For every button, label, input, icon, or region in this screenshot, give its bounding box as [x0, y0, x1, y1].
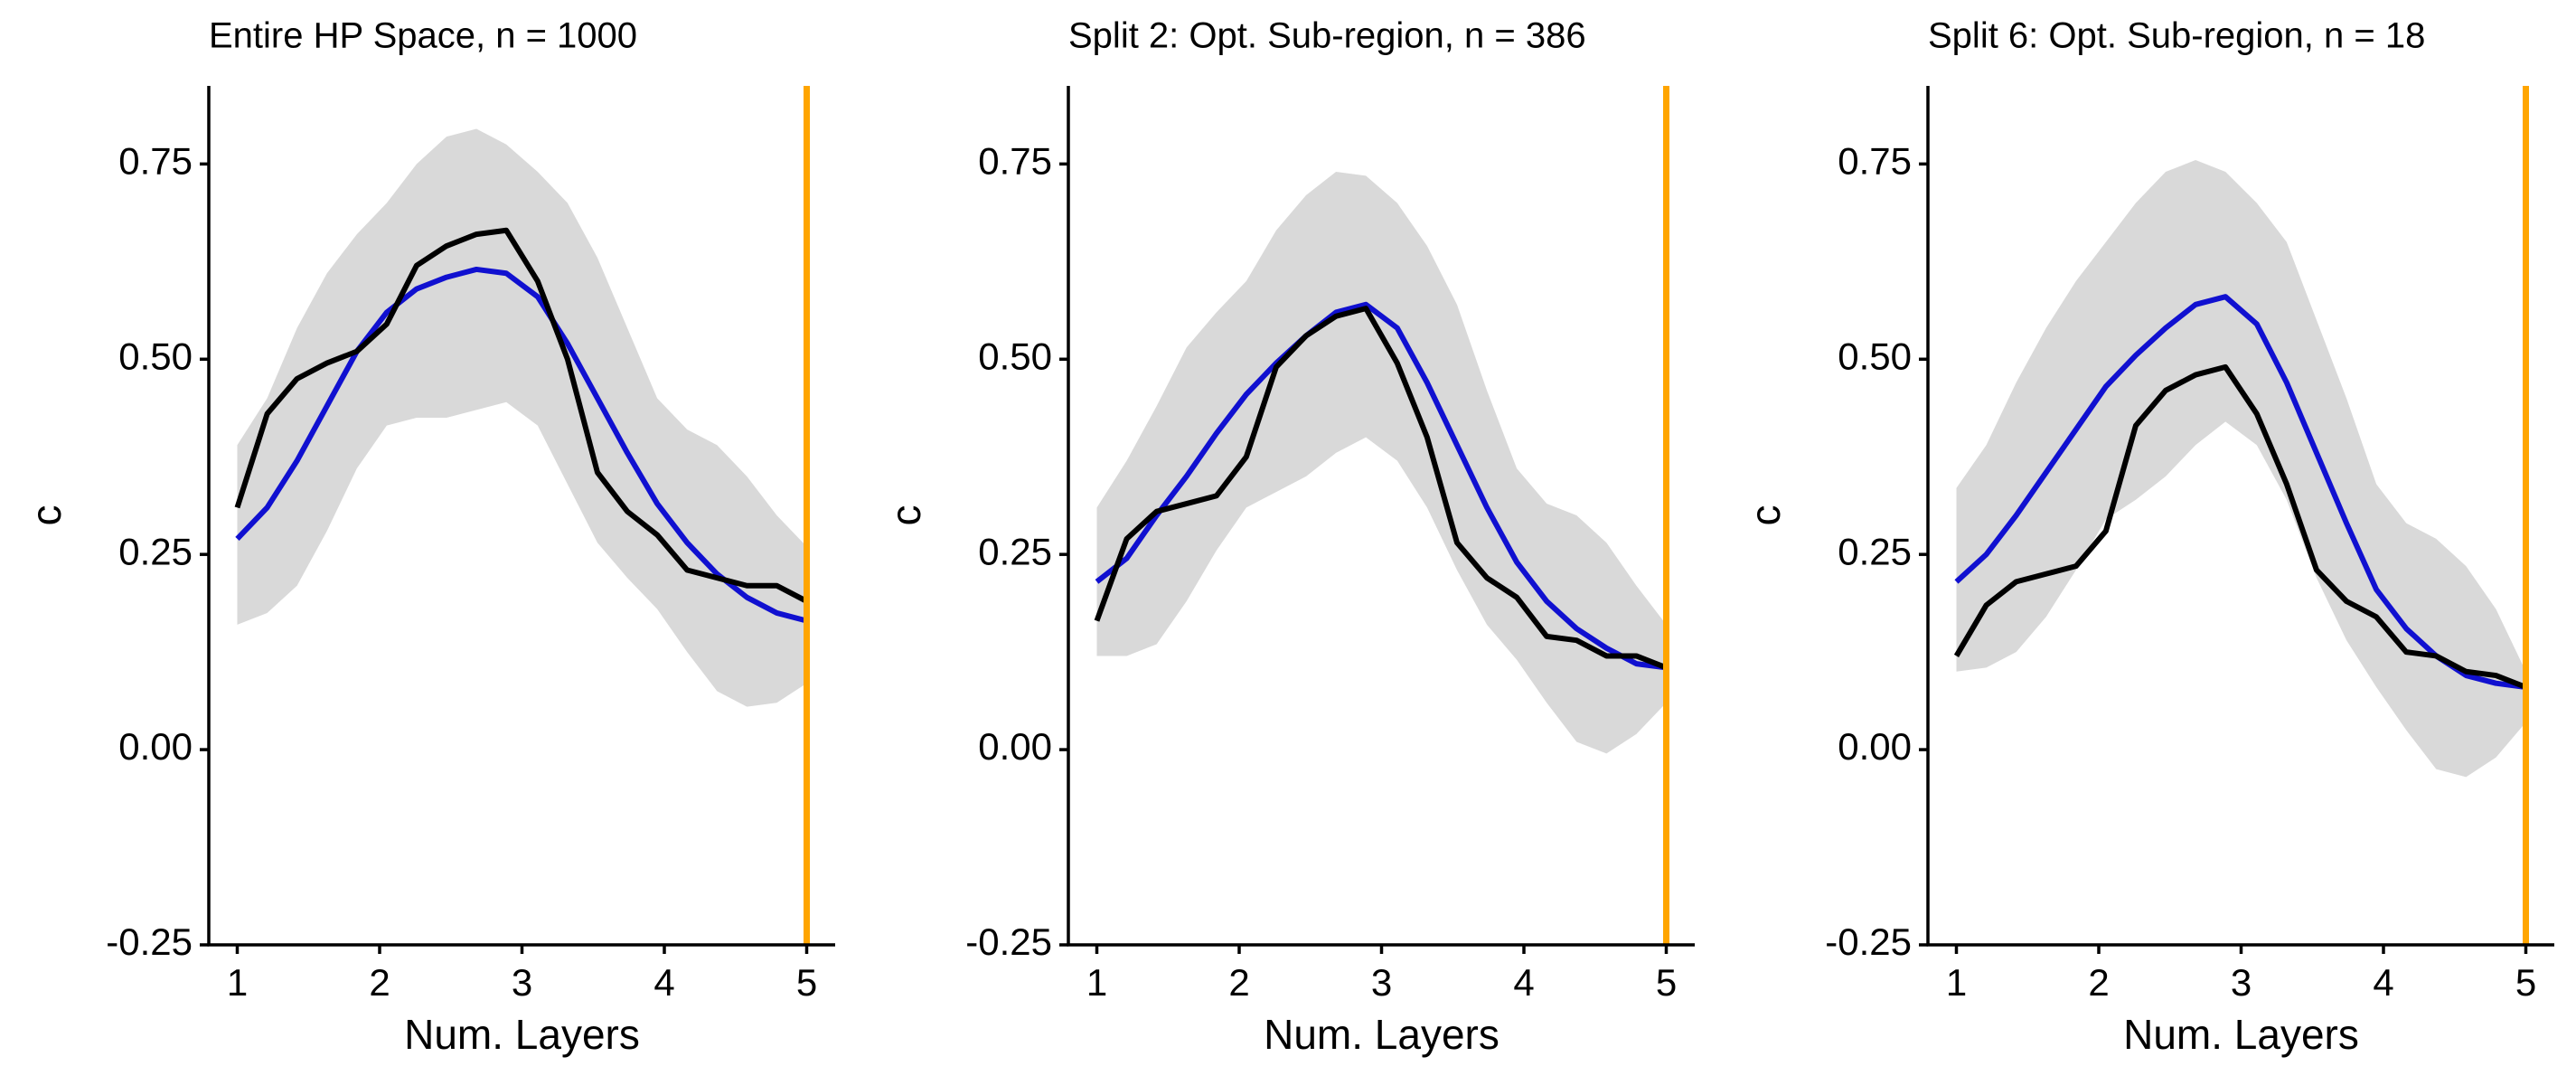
y-tick-label: 0.50: [118, 335, 193, 377]
y-axis-label: c: [1742, 505, 1789, 526]
x-tick-label: 4: [1513, 961, 1534, 1004]
series-line: [234, 227, 808, 604]
x-tick-label: 1: [1946, 961, 1967, 1004]
y-tick-label: 0.00: [118, 725, 193, 768]
x-tick-label: 5: [796, 961, 817, 1004]
x-tick-label: 3: [2231, 961, 2252, 1004]
y-axis-label: c: [23, 505, 70, 526]
y-tick-label: 0.50: [1838, 335, 1912, 377]
y-tick-label: 0.00: [978, 725, 1052, 768]
x-tick-label: 1: [227, 961, 248, 1004]
series-line: [1094, 306, 1668, 671]
chart-title: Split 2: Opt. Sub-region, n = 386: [1068, 16, 1586, 56]
x-tick-label: 2: [369, 961, 390, 1004]
y-axis-label: c: [882, 505, 929, 526]
x-tick-label: 5: [2515, 961, 2536, 1004]
y-tick-label: 0.75: [978, 139, 1052, 182]
y-tick-label: 0.50: [978, 335, 1052, 377]
chart-title: Split 6: Opt. Sub-region, n = 18: [1928, 16, 2425, 56]
x-axis-label: Num. Layers: [404, 1011, 640, 1058]
ribbon: [1096, 172, 1667, 754]
ribbon: [1956, 160, 2526, 778]
x-axis-label: Num. Layers: [2123, 1011, 2359, 1058]
x-tick-label: 3: [1371, 961, 1392, 1004]
y-tick-label: -0.25: [106, 920, 193, 963]
x-tick-label: 4: [2373, 961, 2393, 1004]
y-tick-label: 0.25: [978, 530, 1052, 572]
x-tick-label: 5: [1656, 961, 1677, 1004]
x-tick-label: 3: [512, 961, 532, 1004]
y-tick-label: -0.25: [965, 920, 1052, 963]
y-tick-label: -0.25: [1825, 920, 1912, 963]
chart-title: Entire HP Space, n = 1000: [209, 16, 637, 56]
y-tick-label: 0.75: [118, 139, 193, 182]
x-tick-label: 1: [1086, 961, 1107, 1004]
series-line: [235, 266, 808, 624]
y-tick-label: 0.25: [1838, 530, 1912, 572]
x-axis-label: Num. Layers: [1264, 1011, 1500, 1058]
series-line: [1953, 363, 2527, 690]
x-tick-label: 4: [653, 961, 674, 1004]
series-line: [1095, 301, 1667, 671]
x-tick-label: 2: [1228, 961, 1249, 1004]
series-line: [1954, 294, 2526, 690]
y-tick-label: 0.75: [1838, 139, 1912, 182]
x-tick-label: 2: [2088, 961, 2109, 1004]
y-tick-label: 0.25: [118, 530, 193, 572]
y-tick-label: 0.00: [1838, 725, 1912, 768]
ribbon: [237, 128, 807, 707]
